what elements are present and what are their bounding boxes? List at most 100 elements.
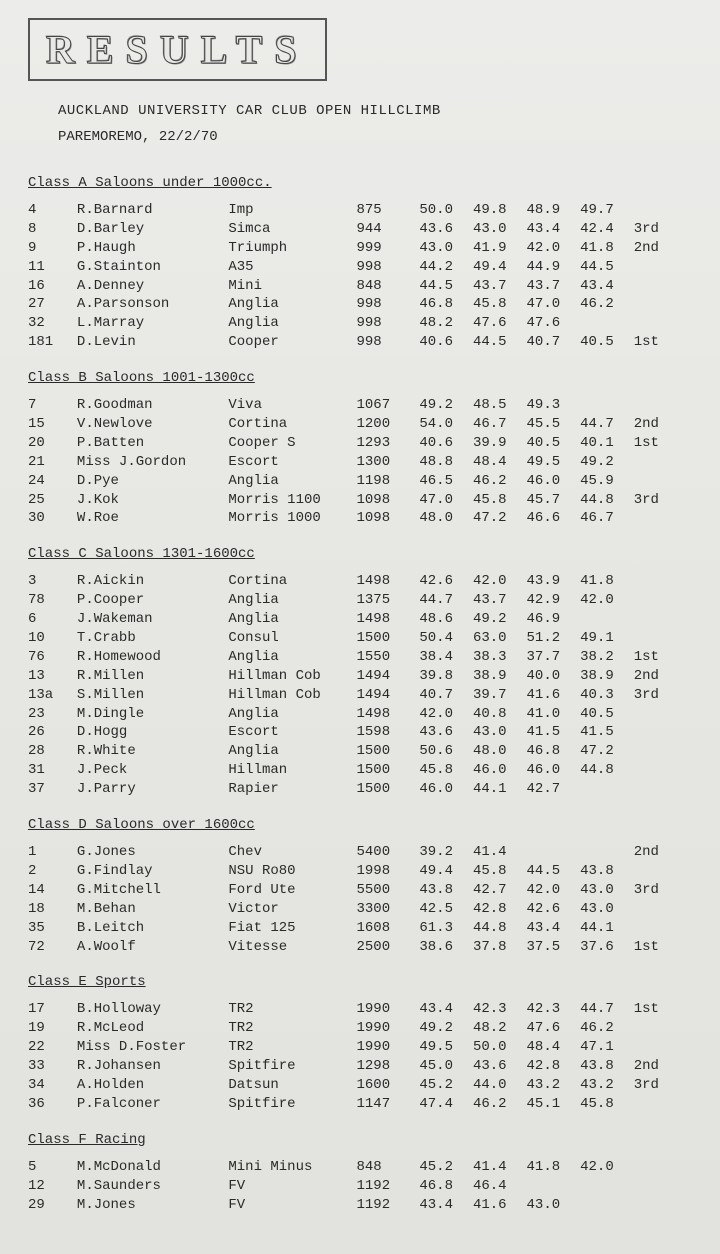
cell: A.Holden — [77, 1076, 228, 1095]
cell: NSU Ro80 — [228, 862, 356, 881]
cell: 21 — [28, 453, 77, 472]
table-row: 181D.LevinCooper99840.644.540.740.51st — [28, 333, 692, 352]
cell: 47.1 — [580, 1038, 634, 1057]
cell: 44.5 — [473, 333, 527, 352]
cell: 42.3 — [473, 1000, 527, 1019]
cell: 45.1 — [527, 1095, 581, 1114]
cell: 47.2 — [473, 509, 527, 528]
cell: 42.7 — [473, 881, 527, 900]
cell — [527, 1177, 581, 1196]
cell: 45.2 — [419, 1158, 473, 1177]
cell: 181 — [28, 333, 77, 352]
cell: 26 — [28, 723, 77, 742]
cell: 42.0 — [527, 239, 581, 258]
cell: 39.2 — [419, 843, 473, 862]
cell: 43.4 — [419, 1196, 473, 1215]
cell: R.Homewood — [77, 648, 228, 667]
cell — [634, 1196, 692, 1215]
cell: 2nd — [634, 239, 692, 258]
table-row: 23M.DingleAnglia149842.040.841.040.5 — [28, 705, 692, 724]
cell: 54.0 — [419, 415, 473, 434]
cell: Vitesse — [228, 938, 356, 957]
cell: 17 — [28, 1000, 77, 1019]
table-row: 12M.SaundersFV119246.846.4 — [28, 1177, 692, 1196]
cell: P.Haugh — [77, 239, 228, 258]
cell: FV — [228, 1177, 356, 1196]
table-row: 36P.FalconerSpitfire114747.446.245.145.8 — [28, 1095, 692, 1114]
cell — [634, 314, 692, 333]
cell: 44.8 — [580, 491, 634, 510]
cell: 37.5 — [527, 938, 581, 957]
cell: 42.0 — [527, 881, 581, 900]
cell: 1st — [634, 333, 692, 352]
cell: 1298 — [356, 1057, 419, 1076]
cell — [634, 780, 692, 799]
cell: Anglia — [228, 472, 356, 491]
cell: 999 — [356, 239, 419, 258]
cell: Consul — [228, 629, 356, 648]
cell — [634, 591, 692, 610]
cell: 42.0 — [580, 591, 634, 610]
table-row: 25J.KokMorris 1100109847.045.845.744.83r… — [28, 491, 692, 510]
cell: 14 — [28, 881, 77, 900]
cell: 49.8 — [473, 201, 527, 220]
table-row: 33R.JohansenSpitfire129845.043.642.843.8… — [28, 1057, 692, 1076]
cell: J.Parry — [77, 780, 228, 799]
cell: L.Marray — [77, 314, 228, 333]
cell: 6 — [28, 610, 77, 629]
results-table: 3R.AickinCortina149842.642.043.941.878P.… — [28, 572, 692, 799]
cell: 38.2 — [580, 648, 634, 667]
cell: Anglia — [228, 705, 356, 724]
table-row: 1G.JonesChev540039.241.42nd — [28, 843, 692, 862]
cell: 43.8 — [419, 881, 473, 900]
cell: 1200 — [356, 415, 419, 434]
table-row: 22Miss D.FosterTR2199049.550.048.447.1 — [28, 1038, 692, 1057]
cell — [634, 1177, 692, 1196]
cell: 43.8 — [580, 862, 634, 881]
table-row: 10T.CrabbConsul150050.463.051.249.1 — [28, 629, 692, 648]
cell: Viva — [228, 396, 356, 415]
cell: 47.6 — [527, 314, 581, 333]
cell: R.Aickin — [77, 572, 228, 591]
cell: 48.9 — [527, 201, 581, 220]
cell: 48.4 — [473, 453, 527, 472]
cell — [634, 629, 692, 648]
table-row: 78P.CooperAnglia137544.743.742.942.0 — [28, 591, 692, 610]
cell: 43.7 — [473, 591, 527, 610]
table-row: 31J.PeckHillman150045.846.046.044.8 — [28, 761, 692, 780]
cell: 47.6 — [527, 1019, 581, 1038]
cell: 43.2 — [527, 1076, 581, 1095]
cell: Spitfire — [228, 1057, 356, 1076]
cell: 1494 — [356, 667, 419, 686]
cell: 1st — [634, 938, 692, 957]
cell: 1098 — [356, 491, 419, 510]
cell: 1375 — [356, 591, 419, 610]
table-row: 6J.WakemanAnglia149848.649.246.9 — [28, 610, 692, 629]
cell: 45.8 — [473, 862, 527, 881]
cell: R.White — [77, 742, 228, 761]
cell: 13a — [28, 686, 77, 705]
cell: 49.2 — [473, 610, 527, 629]
cell: 42.6 — [527, 900, 581, 919]
cell: 50.0 — [419, 201, 473, 220]
cell: 40.6 — [419, 434, 473, 453]
cell: R.Goodman — [77, 396, 228, 415]
cell: 61.3 — [419, 919, 473, 938]
cell: 40.7 — [419, 686, 473, 705]
cell: 1598 — [356, 723, 419, 742]
cell: 41.8 — [580, 572, 634, 591]
cell: 3 — [28, 572, 77, 591]
cell: Mini — [228, 277, 356, 296]
cell: D.Levin — [77, 333, 228, 352]
cell: 46.2 — [580, 295, 634, 314]
cell: 40.5 — [580, 333, 634, 352]
cell: P.Cooper — [77, 591, 228, 610]
cell — [580, 780, 634, 799]
cell: 41.9 — [473, 239, 527, 258]
cell: 2nd — [634, 415, 692, 434]
cell: 41.0 — [527, 705, 581, 724]
table-row: 18M.BehanVictor330042.542.842.643.0 — [28, 900, 692, 919]
cell: R.Johansen — [77, 1057, 228, 1076]
table-row: 15V.NewloveCortina120054.046.745.544.72n… — [28, 415, 692, 434]
cell — [634, 572, 692, 591]
